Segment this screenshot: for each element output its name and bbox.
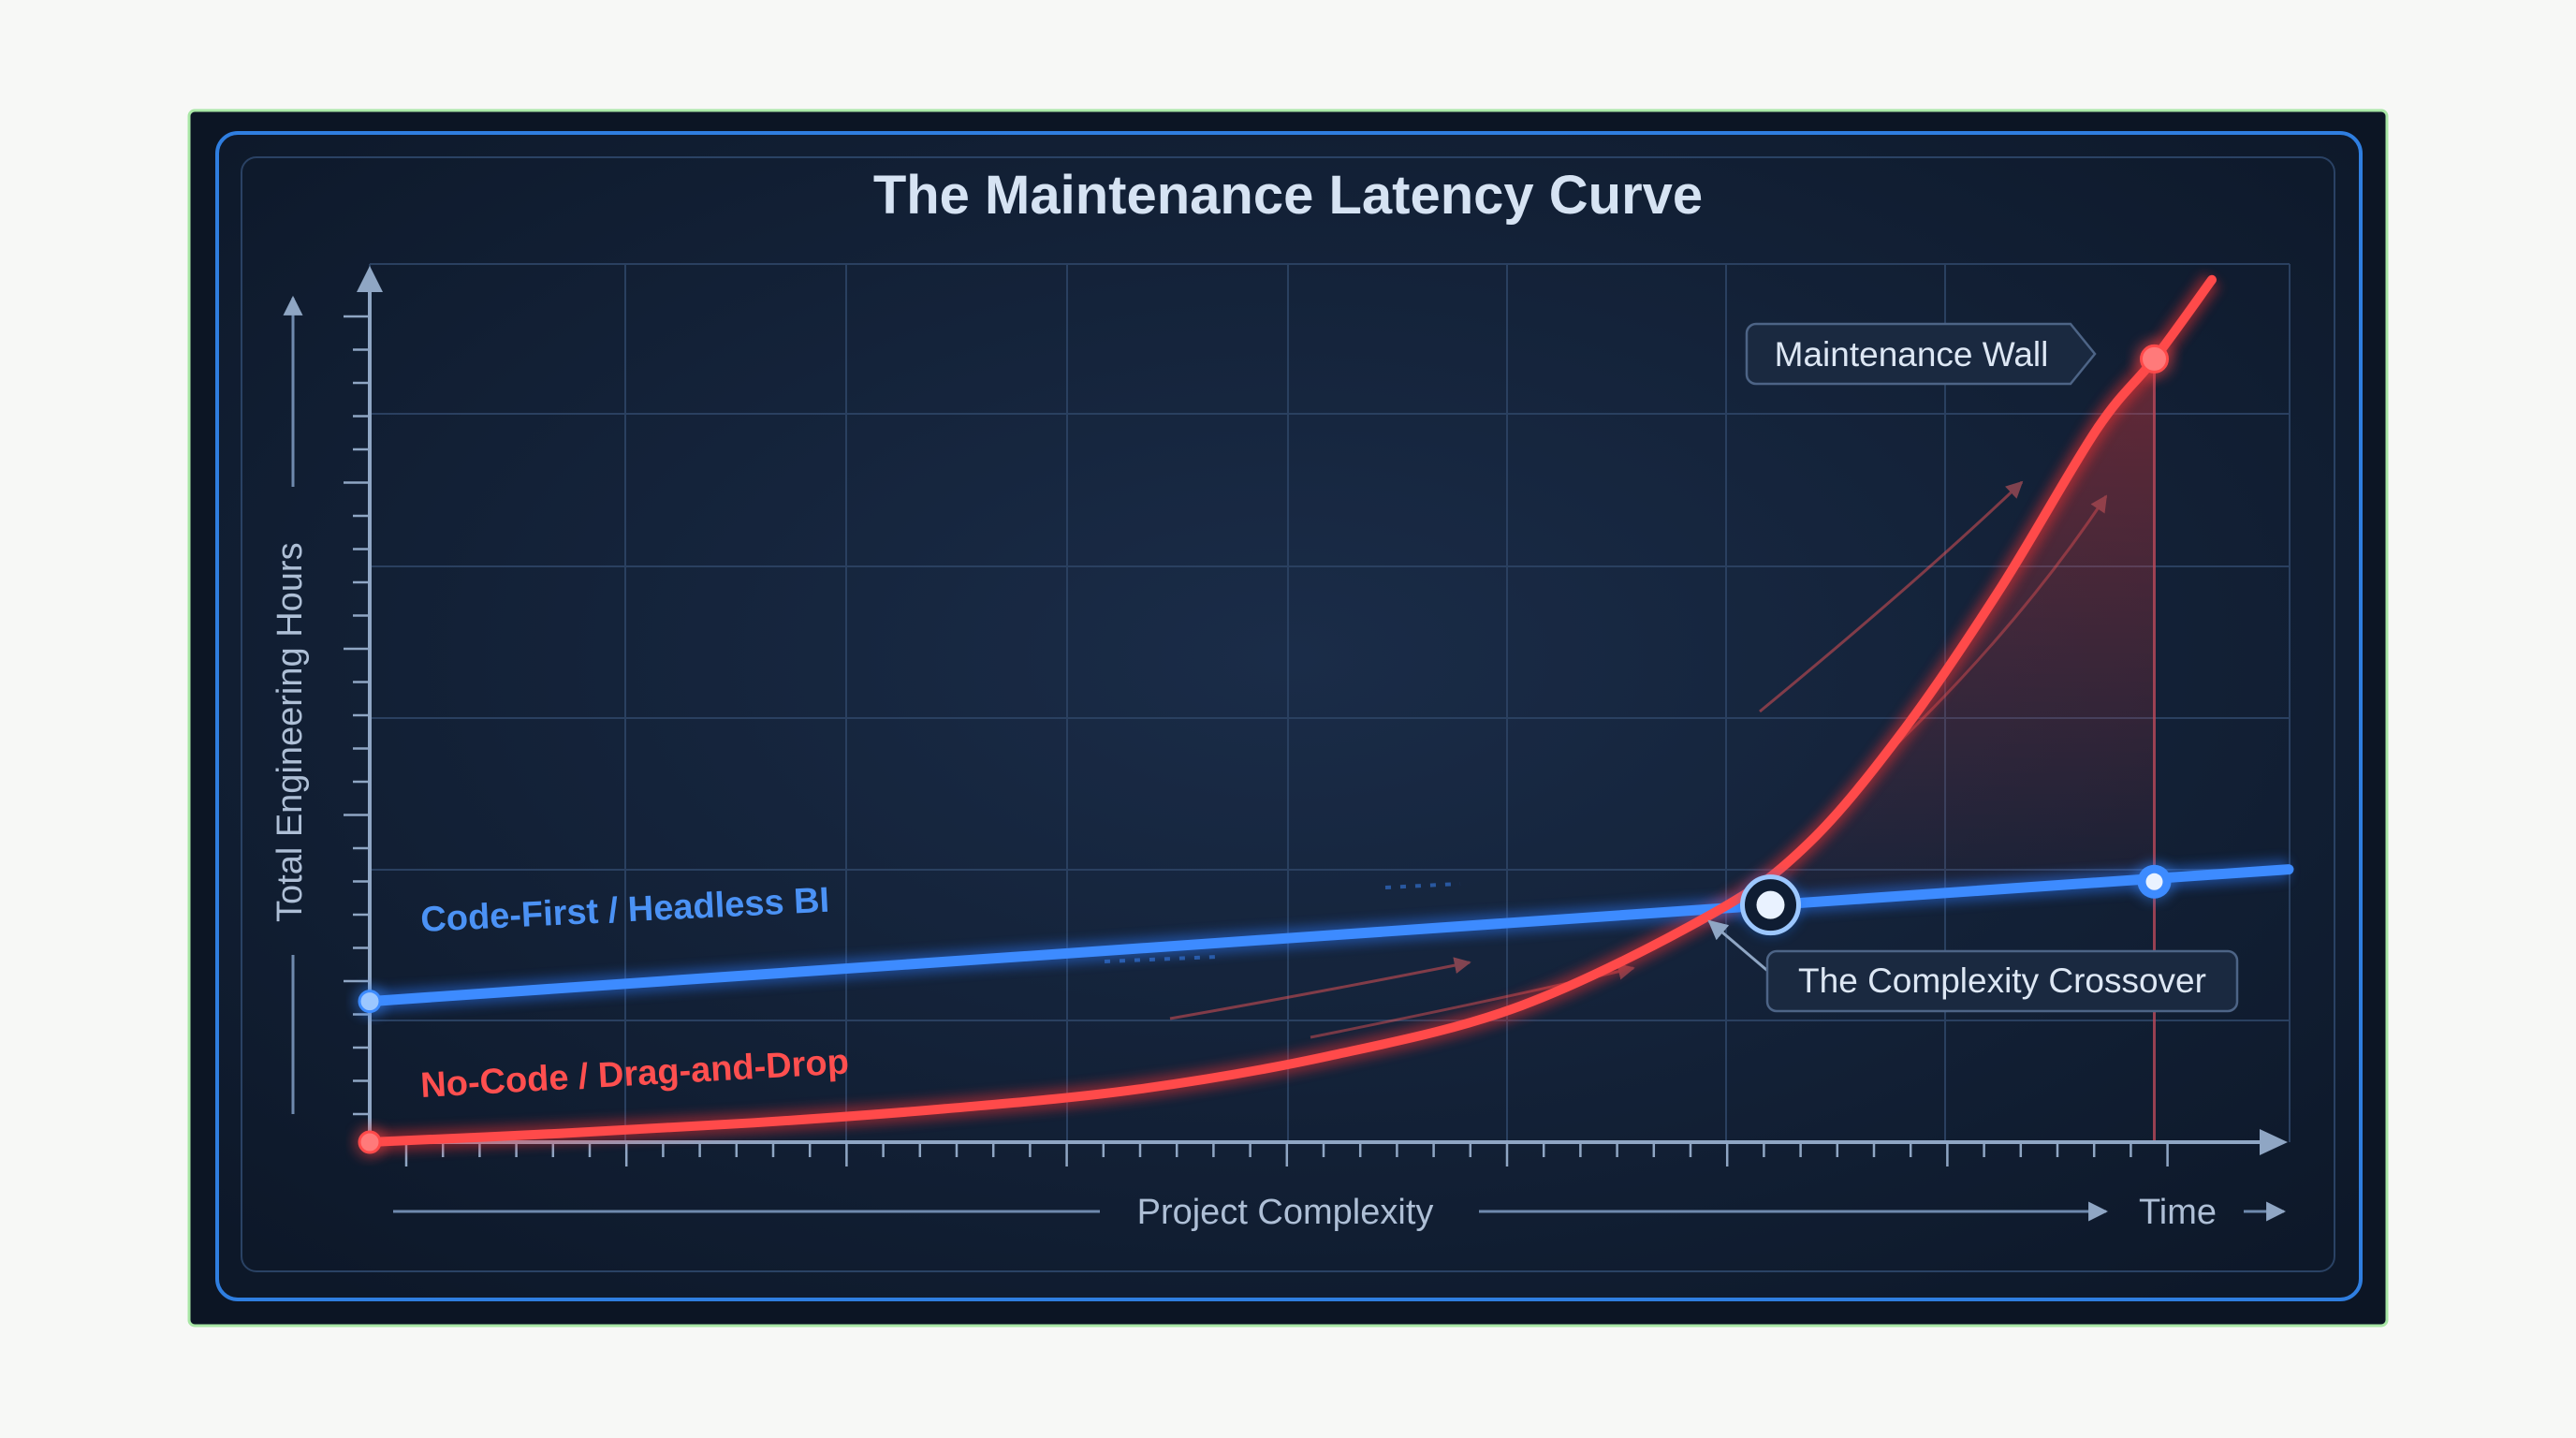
chart-title: The Maintenance Latency Curve xyxy=(873,165,1703,226)
streak-red-3 xyxy=(1759,480,2024,713)
annotation-text-crossover: The Complexity Crossover xyxy=(1798,961,2206,1000)
crossover-marker xyxy=(1738,873,1803,937)
streak-blue-1 xyxy=(1104,955,1218,963)
grid xyxy=(369,263,2291,1142)
streak-blue-2 xyxy=(1384,882,1461,889)
x-axis-arrowhead xyxy=(2260,1129,2288,1155)
streak-red-1 xyxy=(1169,957,1471,1020)
annotation-pointer-crossover xyxy=(1707,919,1772,976)
no-code-line xyxy=(365,274,2217,1147)
axis-ticks xyxy=(344,315,2169,1167)
marker-no-code xyxy=(2140,344,2169,374)
annotation-maintenance-wall: Maintenance Wall xyxy=(1745,322,2097,386)
x-axis-label: Project Complexity xyxy=(1137,1193,1434,1232)
annotation-complexity-crossover: The Complexity Crossover xyxy=(1707,919,2239,1013)
marker-core xyxy=(2145,873,2163,890)
x-axis-secondary-label: Time xyxy=(2139,1193,2217,1232)
y-axis-label: Total Engineering Hours xyxy=(271,542,310,922)
series-markers xyxy=(353,338,2175,1159)
y-axis-arrowhead xyxy=(357,266,383,292)
code-first-line xyxy=(364,864,2294,1007)
marker-no-code xyxy=(358,1130,382,1154)
marker-code-first xyxy=(358,990,382,1014)
crossover-dot xyxy=(1756,890,1785,919)
annotation-box-crossover xyxy=(1765,949,2239,1013)
annotation-text-wall: Maintenance Wall xyxy=(1775,335,2049,374)
annotation-box-wall xyxy=(1745,322,2097,386)
panel-inner-border xyxy=(241,156,2335,1272)
